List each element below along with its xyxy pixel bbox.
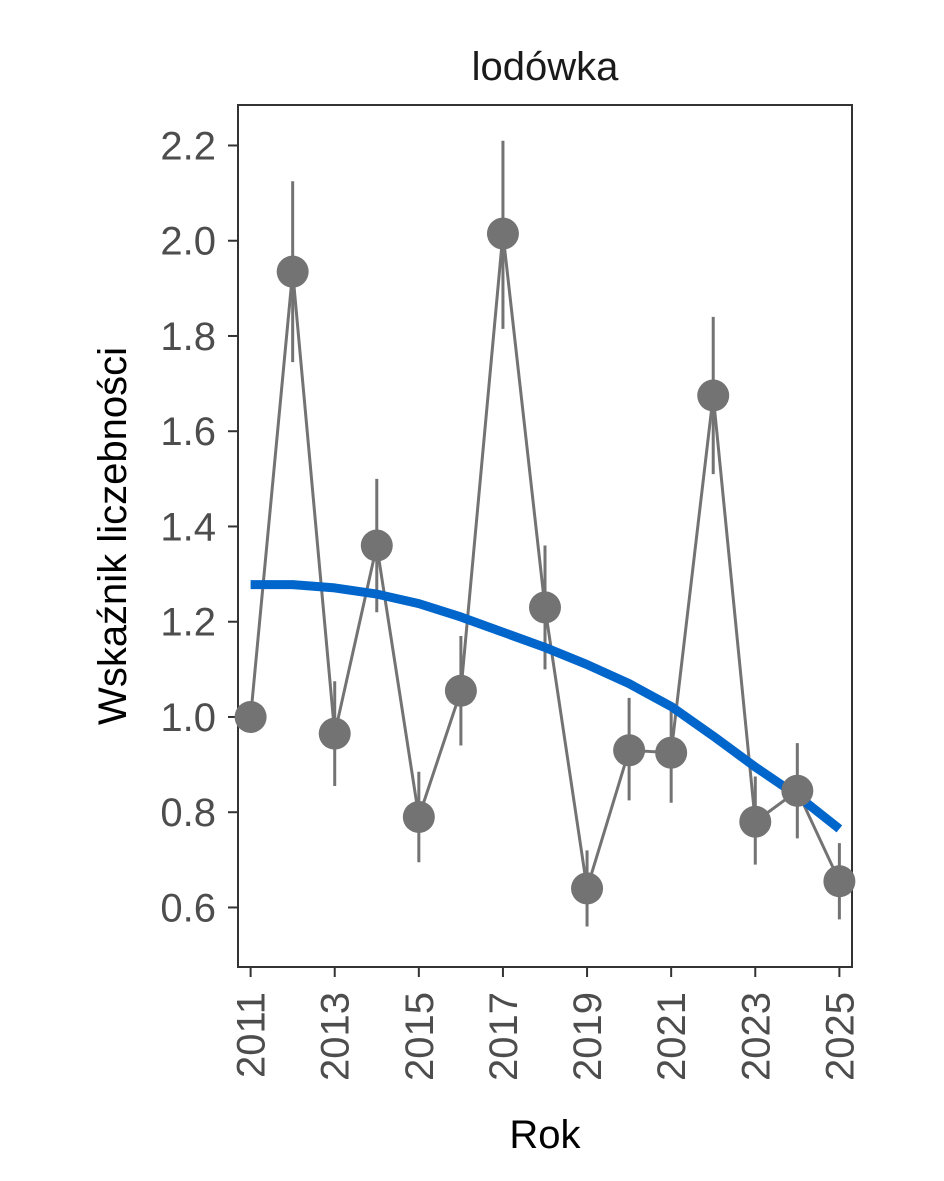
data-point [529,591,561,624]
data-point [823,865,856,898]
y-axis: 0.6 0.8 1.0 1.2 1.4 1.6 1.8 2.0 2.2 [160,124,238,930]
x-tick-label: 2013 [314,992,358,1081]
y-axis-label: Wskaźnik liczebności [91,347,135,725]
data-point [444,674,477,707]
data-point [318,717,351,750]
data-point [613,734,646,767]
y-tick-label: 1.8 [160,315,216,359]
x-axis-label: Rok [509,1113,581,1157]
data-point [486,217,519,250]
x-tick-label: 2023 [734,992,778,1081]
data-point [276,255,309,288]
y-tick-label: 1.6 [160,410,216,454]
y-tick-label: 2.0 [160,220,216,264]
y-tick-label: 1.0 [160,696,216,740]
x-tick-label: 2019 [566,992,610,1081]
data-point [402,800,435,833]
data-point [360,529,393,562]
data-point [571,872,604,905]
y-tick-label: 1.4 [160,505,216,549]
data-point [234,700,267,733]
x-tick-label: 2021 [650,992,694,1081]
y-tick-label: 0.6 [160,886,216,930]
plot-panel [237,104,853,968]
trend-line [250,580,843,833]
x-tick-label: 2017 [482,992,526,1081]
data-point [739,805,772,838]
x-tick-label: 2015 [398,992,442,1081]
chart-title: lodówka [472,45,620,89]
x-axis: 2011 2013 2015 2017 2019 2021 2023 2025 [230,967,862,1081]
data-point [655,736,688,769]
data-point [697,379,730,412]
y-tick-label: 2.2 [160,124,216,168]
x-tick-label: 2025 [818,992,862,1081]
y-tick-label: 0.8 [160,791,216,835]
data-points [234,217,856,905]
data-point [781,774,814,807]
x-tick-label: 2011 [230,992,274,1078]
y-tick-label: 1.2 [160,601,216,645]
